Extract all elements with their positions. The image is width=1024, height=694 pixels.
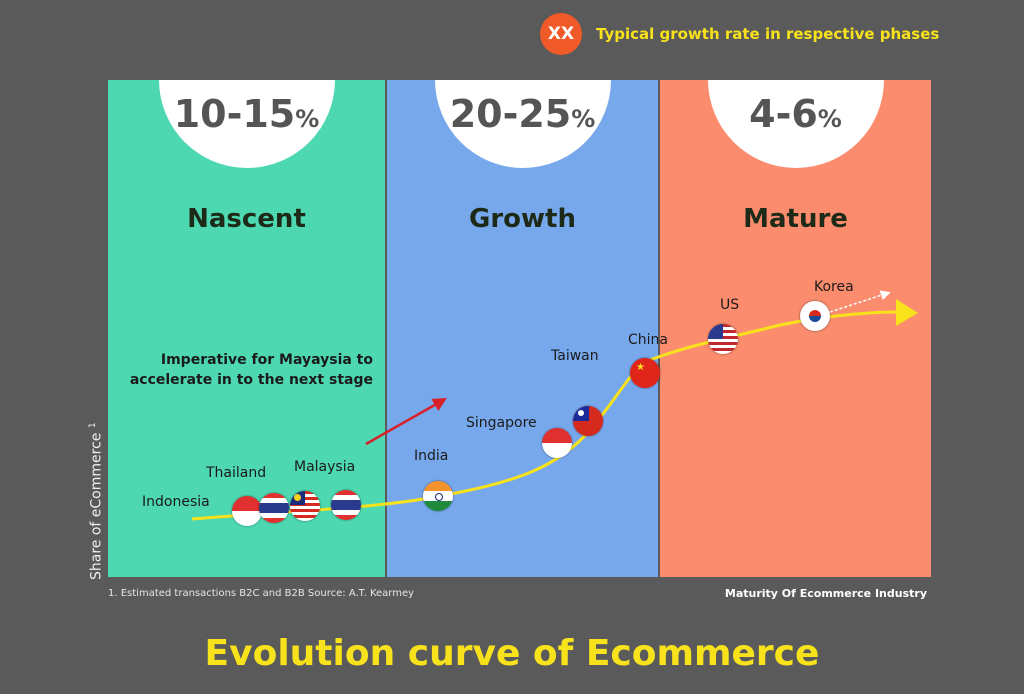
legend-badge: XX	[540, 13, 582, 55]
adoption-curve	[191, 310, 901, 521]
source-footnote: 1. Estimated transactions B2C and B2B So…	[108, 588, 415, 599]
page-title: Evolution curve of Ecommerce	[204, 633, 820, 674]
growth-rate-unit: %	[817, 105, 842, 133]
taiwan-flag-icon	[573, 406, 603, 436]
phase-title: Nascent	[187, 204, 306, 234]
footnote-marker: 1	[88, 422, 98, 429]
phase-panel-mature: 4-6% Mature	[660, 80, 931, 577]
singapore-flag-icon	[542, 428, 572, 458]
korea-flag-icon	[800, 301, 830, 331]
thailand-flag-icon	[331, 490, 361, 520]
legend: XX Typical growth rate in respective pha…	[540, 13, 940, 55]
country-label-singapore: Singapore	[466, 415, 537, 431]
country-label-indonesia: Indonesia	[142, 494, 210, 510]
phase-title: Growth	[469, 204, 576, 234]
india-flag-icon	[423, 481, 453, 511]
curve-arrowhead	[896, 299, 918, 326]
country-label-thailand: Thailand	[206, 465, 267, 481]
growth-rate-unit: %	[571, 105, 596, 133]
indonesia-flag-icon	[232, 496, 262, 526]
country-label-china: China	[628, 332, 668, 348]
country-label-india: India	[414, 448, 449, 464]
y-axis-label: Share of eCommerce 1	[88, 422, 105, 580]
country-label-malaysia: Malaysia	[294, 459, 356, 475]
phase-panel-growth: 20-25% Growth	[387, 80, 658, 577]
growth-rate-value: 4-6	[749, 92, 818, 136]
country-label-korea: Korea	[814, 279, 854, 295]
growth-rate-value: 10-15	[173, 92, 296, 136]
legend-text: Typical growth rate in respective phases	[596, 25, 940, 43]
growth-rate-value: 20-25	[449, 92, 572, 136]
us-flag-icon	[708, 324, 738, 354]
x-axis-label: Maturity Of Ecommerce Industry	[724, 587, 927, 600]
malaysia-acceleration-arrow	[365, 398, 447, 446]
country-label-taiwan: Taiwan	[551, 348, 599, 364]
korea-trend-arrow	[829, 290, 891, 313]
china-flag-icon: ★	[630, 358, 660, 388]
malaysia-note: Imperative for Mayaysia to accelerate in…	[129, 352, 373, 388]
country-label-us: US	[720, 297, 740, 313]
growth-rate-unit: %	[295, 105, 320, 133]
thailand-flag-icon	[259, 493, 289, 523]
phase-title: Mature	[743, 204, 848, 234]
malaysia-flag-icon	[290, 491, 320, 521]
